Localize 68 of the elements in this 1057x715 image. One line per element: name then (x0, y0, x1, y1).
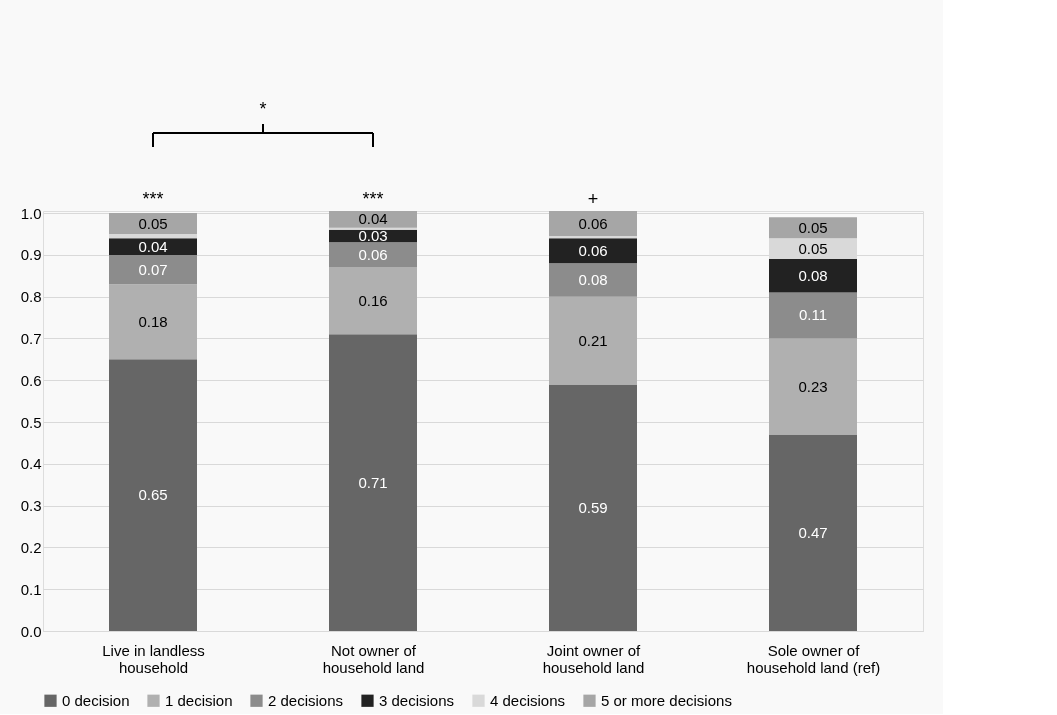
data-label: 0.06 (578, 214, 608, 232)
bar (549, 236, 637, 239)
y-tick-label: 0.1 (20, 580, 42, 598)
data-label: 0.06 (358, 245, 388, 263)
bar (769, 217, 857, 239)
data-label: 0.47 (798, 523, 828, 541)
annotation: *** (362, 189, 384, 210)
data-label: 0.71 (358, 473, 388, 491)
y-tick-label: 0.3 (20, 497, 42, 515)
data-label: 0.07 (138, 260, 168, 278)
y-tick-label: 0.8 (20, 288, 42, 306)
legend-label: 0 decision (62, 691, 130, 709)
x-tick-label: Joint owner of household land (542, 641, 645, 676)
data-label: 0.11 (798, 306, 828, 324)
data-label: 0.04 (138, 237, 168, 255)
data-label: 0.16 (358, 291, 388, 309)
bar (769, 434, 857, 631)
y-tick-label: 0.9 (20, 246, 42, 264)
legend-label: 4 decisions (490, 691, 566, 709)
annotation: *** (142, 189, 164, 210)
bar (549, 384, 637, 631)
y-tick-label: 0.2 (20, 538, 42, 556)
bar (549, 211, 637, 237)
bar (329, 242, 417, 268)
data-label: 0.04 (358, 210, 388, 228)
bar (329, 334, 417, 631)
data-label: 0.59 (578, 498, 608, 516)
bar (329, 227, 417, 230)
y-tick-label: 0.4 (20, 455, 42, 473)
x-tick-label: Not owner of household land (322, 641, 425, 676)
data-label: 0.05 (798, 218, 828, 236)
data-label: 0.08 (578, 270, 608, 288)
data-label: 0.06 (578, 241, 608, 259)
data-label: 0.03 (358, 227, 388, 245)
legend-label: 2 decisions (268, 691, 344, 709)
text: * (259, 99, 267, 119)
data-label: 0.23 (798, 377, 828, 395)
bar (109, 254, 197, 285)
legend-label: 5 or more decisions (601, 691, 732, 709)
bar (549, 238, 637, 264)
bar (329, 211, 417, 228)
bar (769, 259, 857, 293)
data-label: 0.05 (138, 214, 168, 232)
legend-label: 3 decisions (379, 691, 455, 709)
x-tick-label: Sole owner of household land (ref) (746, 641, 881, 676)
data-label: 0.21 (578, 331, 608, 349)
data-label: 0.08 (798, 266, 828, 284)
bar (549, 263, 637, 297)
bar (109, 238, 197, 255)
bar (109, 359, 197, 631)
y-tick-label: 0.0 (20, 622, 42, 640)
bar (109, 284, 197, 360)
x-tick-label: Live in landless household (102, 641, 205, 676)
bar (109, 213, 197, 234)
legend-label: 1 decision (165, 691, 233, 709)
y-tick-label: 0.5 (20, 413, 42, 431)
data-label: 0.05 (798, 239, 828, 257)
y-tick-label: 0.7 (20, 329, 42, 347)
annotation: + (587, 189, 599, 210)
bar (769, 292, 857, 339)
bar (769, 338, 857, 435)
data-label: 0.18 (138, 312, 168, 330)
bar (109, 233, 197, 239)
y-tick-label: 0.6 (20, 371, 42, 389)
data-label: 0.65 (138, 486, 168, 504)
y-tick-label: 1.0 (20, 204, 42, 222)
bar (549, 296, 637, 385)
bar (329, 267, 417, 335)
